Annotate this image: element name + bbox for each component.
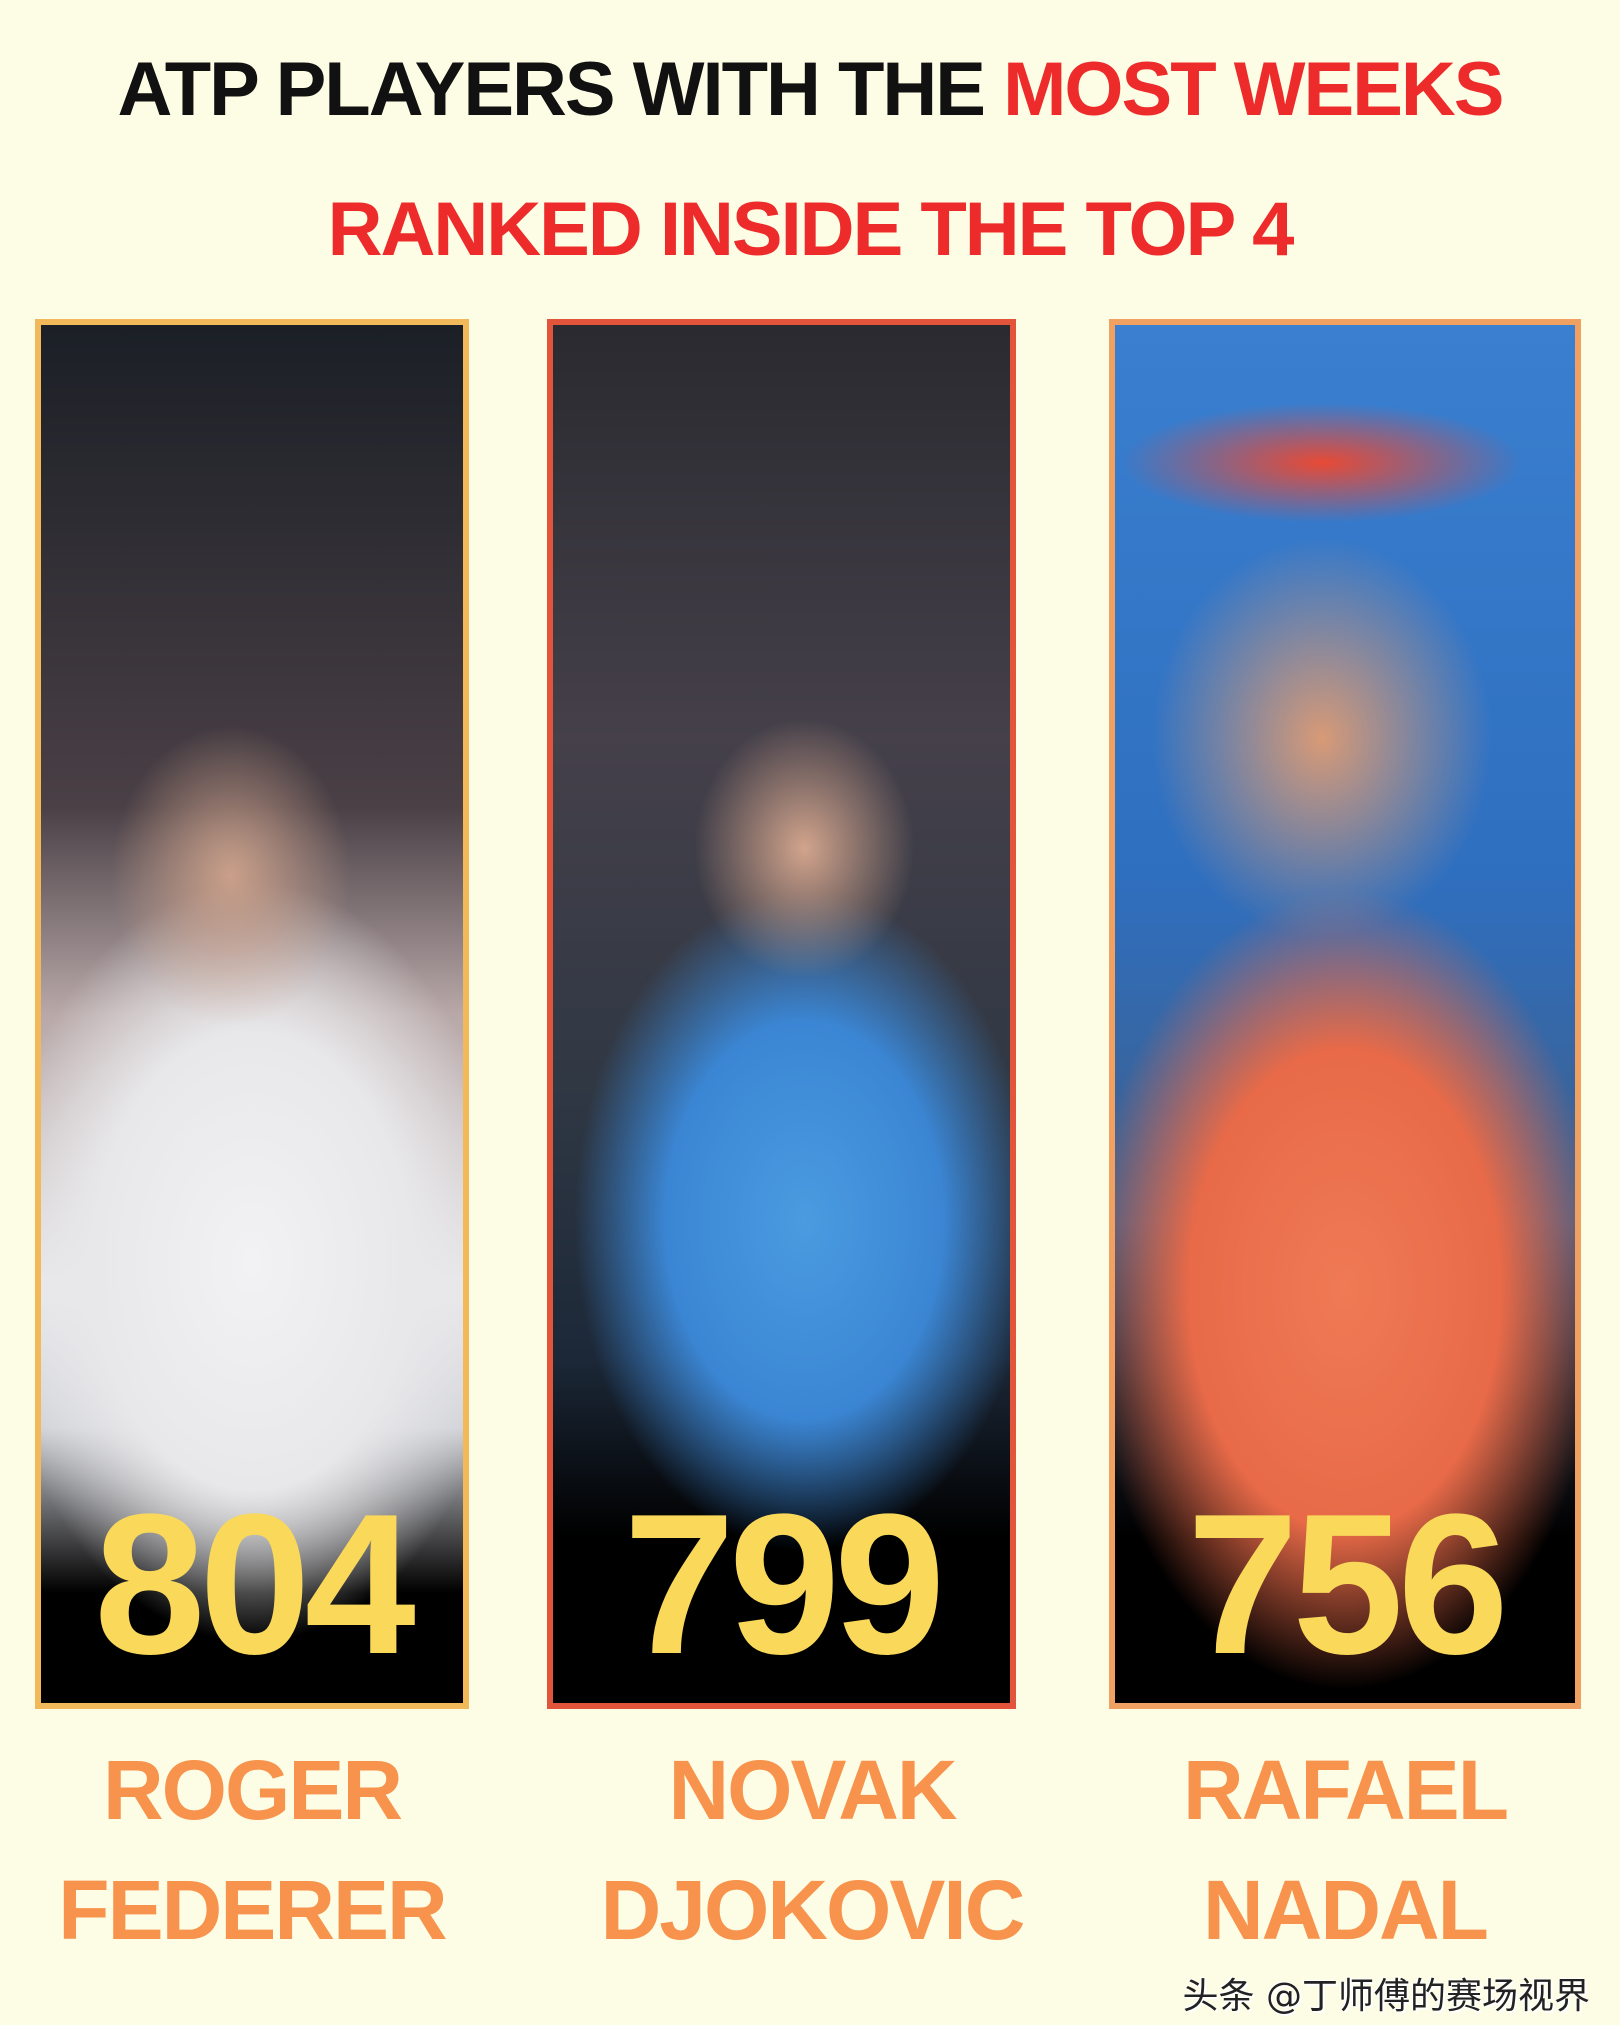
player-card-nadal: 756 — [1109, 319, 1581, 1709]
player-first-name: ROGER — [102, 1743, 403, 1837]
player-last-name: NADAL — [1203, 1863, 1489, 1957]
weeks-count: 799 — [623, 1473, 946, 1696]
weeks-count: 804 — [94, 1473, 416, 1696]
player-last-name: FEDERER — [58, 1863, 447, 1957]
title-line-1: ATP PLAYERS WITH THE MOST WEEKS — [0, 40, 1620, 140]
player-card-djokovic: 799 — [547, 319, 1016, 1709]
player-card-federer: 804 — [35, 319, 469, 1709]
weeks-count: 756 — [1187, 1473, 1509, 1696]
player-first-name: RAFAEL — [1183, 1743, 1509, 1837]
title-highlight: MOST WEEKS — [1003, 47, 1504, 132]
title-line-2: RANKED INSIDE THE TOP 4 — [327, 187, 1295, 272]
player-photo — [41, 325, 463, 1703]
watermark: 头条 @丁师傅的赛场视界 — [1182, 1976, 1590, 2017]
player-photo — [1115, 325, 1575, 1703]
player-first-name: NOVAK — [668, 1743, 957, 1837]
player-photo — [553, 325, 1010, 1703]
title-black: ATP PLAYERS WITH THE — [117, 47, 1004, 132]
player-last-name: DJOKOVIC — [600, 1863, 1026, 1957]
